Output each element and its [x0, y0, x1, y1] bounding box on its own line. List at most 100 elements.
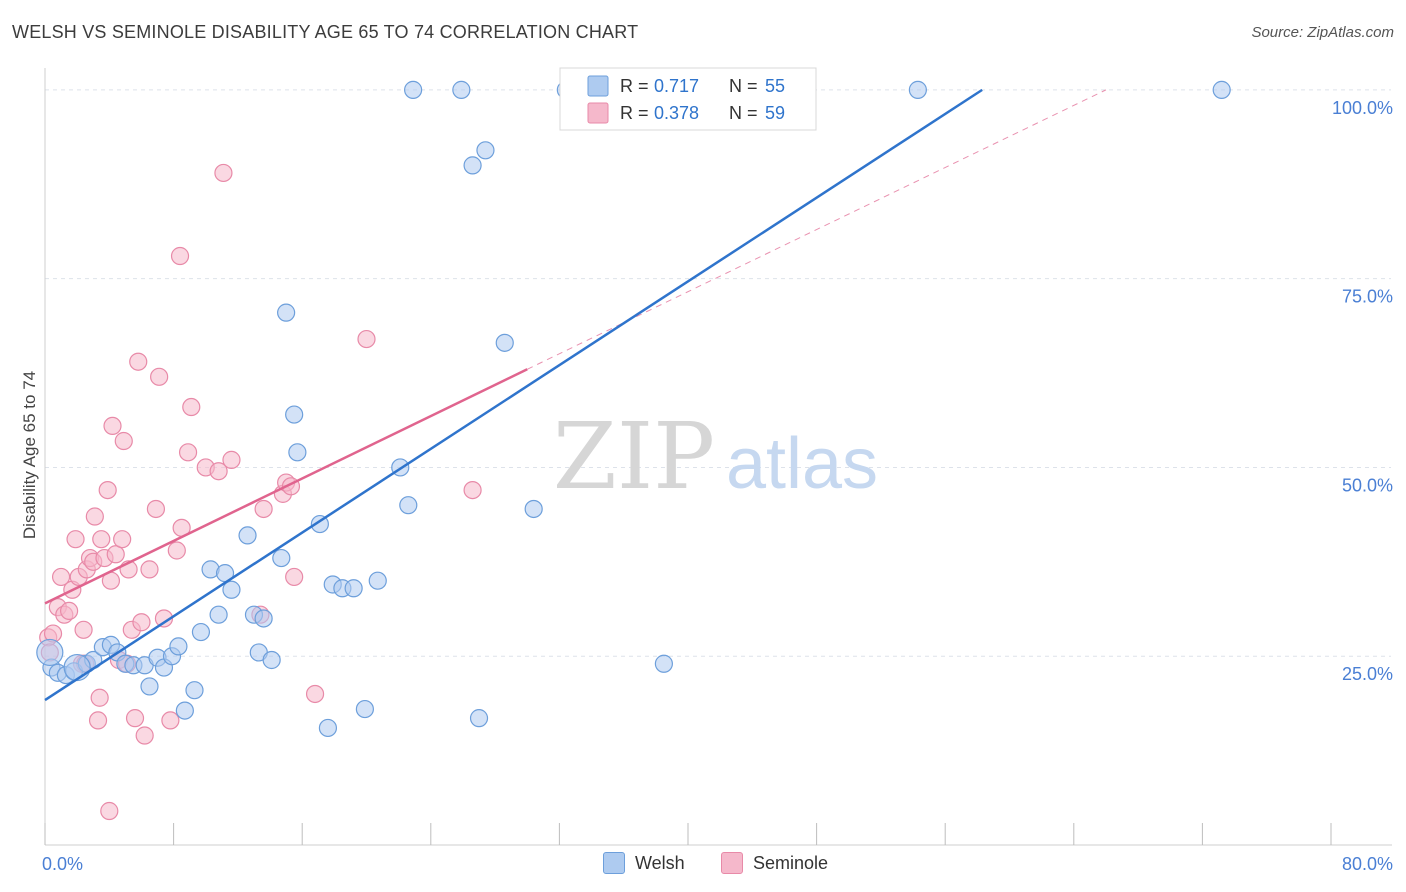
watermark-zip: ZIP	[553, 403, 715, 510]
seminole-point	[90, 688, 109, 707]
legend-welsh-r-value: 0.717	[654, 76, 699, 96]
seminole-point	[285, 567, 304, 587]
seminole-point	[178, 443, 198, 462]
seminole-point	[88, 711, 108, 730]
legend-welsh-r-label: R =	[620, 76, 649, 96]
legend-welsh-marker	[603, 852, 625, 874]
seminole-point	[100, 801, 119, 821]
legend-seminole-r-value: 0.378	[654, 103, 699, 123]
seminole-point	[113, 530, 132, 549]
seminole-point	[132, 613, 151, 632]
legend-seminole-label: Seminole	[753, 852, 829, 873]
welsh-point	[310, 514, 329, 534]
seminole-point	[114, 431, 133, 451]
seminole-point	[74, 620, 93, 639]
welsh-trend-line	[44, 88, 983, 702]
legend-seminole-swatch	[587, 102, 609, 124]
axes-layer	[44, 68, 1392, 846]
x-tick-label: 0.0%	[42, 854, 83, 874]
welsh-point	[355, 699, 374, 719]
tick-labels: 25.0% 50.0% 75.0% 100.0% 0.0% 80.0%	[42, 98, 1393, 874]
seminole-point	[103, 416, 122, 436]
legend-seminole-marker	[721, 852, 743, 874]
seminole-point	[182, 397, 201, 417]
seminole-point	[106, 545, 125, 564]
seminole-point	[135, 726, 154, 745]
seminole-points	[39, 163, 482, 821]
legend-item-seminole: Seminole	[721, 852, 828, 874]
welsh-point	[495, 333, 514, 352]
grid-layer	[45, 89, 1391, 657]
welsh-point	[209, 605, 228, 624]
welsh-point	[191, 622, 211, 642]
seminole-point	[254, 499, 273, 519]
legend-welsh-label: Welsh	[635, 852, 685, 873]
y-tick-label: 25.0%	[1342, 664, 1393, 684]
legend-top: R = 0.717 N = 55 R = 0.378 N = 59	[559, 67, 817, 131]
legend-bottom: Welsh Seminole	[0, 852, 1406, 878]
legend-seminole-r-label: R =	[620, 103, 649, 123]
legend-seminole-n-value: 59	[765, 103, 785, 123]
seminole-point	[51, 567, 71, 587]
welsh-point	[222, 580, 241, 599]
seminole-point	[85, 507, 104, 526]
seminole-point	[129, 352, 148, 371]
welsh-point	[288, 443, 307, 462]
watermark: ZIP atlas	[553, 403, 878, 510]
source-label: Source: ZipAtlas.com	[1251, 24, 1394, 41]
welsh-point	[452, 80, 471, 99]
legend-welsh-swatch	[587, 75, 609, 97]
welsh-point	[238, 526, 257, 545]
seminole-point	[161, 711, 180, 730]
welsh-point	[1212, 80, 1231, 99]
y-tick-label: 50.0%	[1342, 475, 1393, 495]
x-tick-label: 80.0%	[1342, 854, 1393, 874]
welsh-point	[185, 681, 204, 700]
welsh-point	[140, 677, 159, 696]
seminole-point	[305, 684, 325, 704]
chart-title: WELSH VS SEMINOLE DISABILITY AGE 65 TO 7…	[12, 22, 639, 42]
welsh-point	[63, 653, 91, 682]
welsh-point	[908, 80, 927, 99]
welsh-point	[36, 638, 64, 667]
welsh-point	[404, 80, 423, 99]
welsh-point	[524, 499, 543, 519]
seminole-trend-line	[44, 368, 528, 605]
legend-item-welsh: Welsh	[603, 852, 685, 874]
welsh-point	[476, 141, 495, 160]
seminole-point	[357, 329, 376, 349]
seminole-point	[214, 163, 233, 183]
y-tick-label: 100.0%	[1332, 98, 1393, 118]
seminole-point	[98, 480, 117, 500]
seminole-point	[167, 541, 186, 560]
legend-welsh-n-value: 55	[765, 76, 785, 96]
seminole-point	[60, 601, 79, 621]
welsh-point	[262, 650, 281, 670]
seminole-point	[209, 462, 228, 481]
trend-layer	[44, 88, 1107, 702]
welsh-point	[469, 709, 489, 728]
y-tick-label: 75.0%	[1342, 287, 1393, 307]
welsh-point	[344, 579, 363, 598]
seminole-trend-extension	[527, 89, 1107, 370]
welsh-point	[318, 718, 338, 738]
seminole-point	[125, 709, 145, 728]
watermark-atlas: atlas	[726, 424, 878, 504]
welsh-point	[277, 303, 296, 322]
welsh-point	[272, 548, 291, 568]
seminole-point	[140, 560, 159, 579]
welsh-point	[399, 496, 418, 515]
seminole-point	[150, 367, 169, 386]
welsh-point	[169, 637, 188, 656]
seminole-point	[146, 499, 166, 519]
seminole-point	[66, 530, 85, 549]
seminole-point	[170, 246, 190, 266]
welsh-point	[254, 609, 273, 628]
welsh-point	[368, 571, 387, 590]
legend-welsh-n-label: N =	[729, 76, 758, 96]
welsh-point	[175, 701, 194, 720]
seminole-point	[463, 480, 482, 500]
seminole-point	[222, 450, 241, 469]
welsh-point	[285, 405, 304, 424]
